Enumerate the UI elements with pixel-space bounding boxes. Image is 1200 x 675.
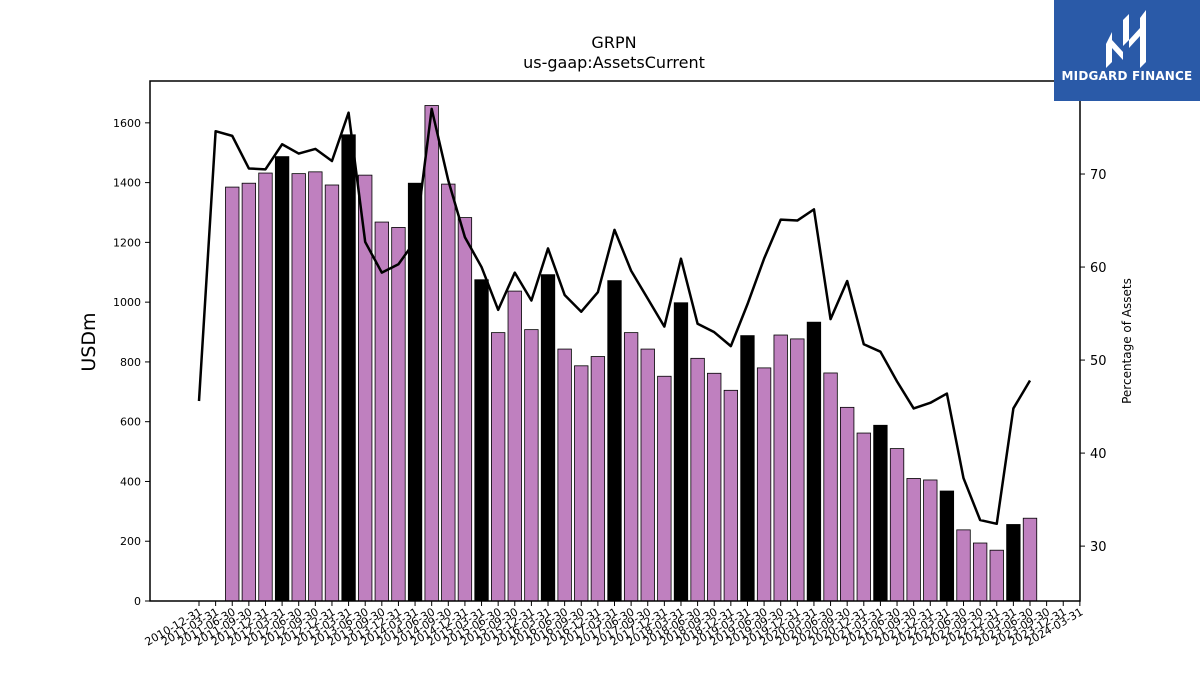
bar: [923, 479, 938, 602]
bar: [956, 529, 971, 602]
logo-mark-icon: [1106, 10, 1146, 68]
bar: [756, 367, 772, 602]
bar: [690, 357, 705, 602]
y-tick-label: 1600: [113, 117, 141, 130]
bar: [790, 338, 805, 602]
y-tick-label: 400: [120, 475, 141, 488]
bars: [225, 105, 1038, 602]
midgard-finance-logo: MIDGARD FINANCE: [1054, 0, 1200, 101]
bar: [225, 186, 240, 602]
bar: [524, 329, 539, 602]
bar: [840, 406, 855, 602]
bar: [1006, 524, 1021, 602]
y-tick-label: 1200: [113, 236, 141, 249]
bar: [241, 182, 257, 602]
bar: [723, 389, 738, 602]
bar: [557, 348, 572, 602]
bar: [623, 332, 639, 602]
y-tick-label: 0: [134, 595, 141, 608]
bar: [906, 478, 921, 602]
bar: [806, 321, 822, 602]
bar: [607, 280, 622, 602]
y2-tick-label: 70: [1090, 168, 1107, 183]
bar: [657, 375, 672, 602]
bar: [291, 173, 306, 602]
bar: [274, 156, 290, 602]
bar: [740, 335, 755, 602]
y2-tick-label: 30: [1090, 540, 1107, 555]
bar: [474, 279, 489, 602]
bar: [574, 365, 589, 602]
y-axis-label: USDm: [78, 312, 100, 371]
bar: [873, 424, 888, 602]
y-axis-right: 30 40 50 60 70: [1080, 168, 1107, 555]
bar: [491, 332, 506, 602]
y-tick-label: 600: [120, 416, 141, 429]
y2-tick-label: 40: [1090, 447, 1107, 462]
bar: [590, 356, 606, 602]
bar: [308, 171, 323, 602]
percentage-line-layer: [197, 107, 1032, 526]
bar: [540, 274, 556, 602]
y-tick-label: 800: [120, 356, 141, 369]
bar: [1022, 517, 1038, 602]
bar: [324, 184, 340, 602]
percentage-line: [197, 107, 1032, 526]
bar: [424, 105, 439, 602]
bar: [441, 183, 456, 602]
bar: [374, 221, 389, 602]
bar: [972, 542, 988, 602]
bar: [773, 334, 788, 602]
bar: [457, 217, 473, 602]
logo-text: MIDGARD FINANCE: [1061, 69, 1193, 83]
y-tick-label: 200: [120, 535, 141, 548]
bar: [258, 172, 273, 602]
y2-axis-label: Percentage of Assets: [1120, 278, 1134, 404]
bar: [989, 549, 1004, 602]
bar: [939, 490, 955, 602]
bar: [889, 448, 905, 602]
bar: [640, 348, 655, 602]
bar: [673, 302, 689, 602]
chart-title: GRPN: [591, 33, 636, 52]
chart-subtitle: us-gaap:AssetsCurrent: [523, 53, 705, 72]
x-axis: 2010-12-312011-03-312011-06-302011-09-30…: [143, 601, 1085, 649]
bar: [341, 134, 356, 602]
y-tick-label: 1400: [113, 177, 141, 190]
bar: [707, 372, 722, 602]
y-axis-left: 0 200 400 600 800 1000 1200 1400 1600: [113, 117, 150, 608]
bar: [507, 290, 522, 602]
y-tick-label: 1000: [113, 296, 141, 309]
bar: [823, 372, 838, 602]
bar: [391, 227, 406, 602]
bar: [856, 432, 871, 602]
y2-tick-label: 60: [1090, 261, 1107, 276]
y2-tick-label: 50: [1090, 354, 1107, 369]
